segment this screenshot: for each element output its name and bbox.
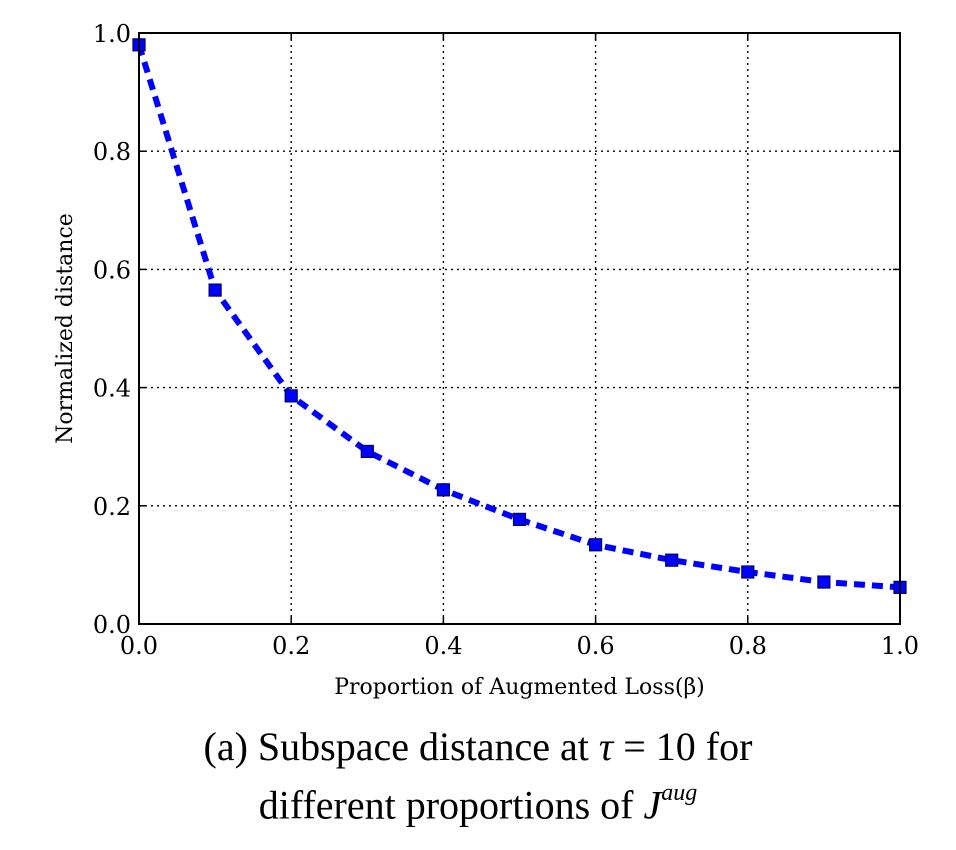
y-tick-label: 1.0 <box>93 20 131 48</box>
y-tick-label: 0.8 <box>93 138 131 166</box>
y-tick-label: 0.4 <box>93 375 131 403</box>
y-axis-label: Normalized distance <box>53 213 78 444</box>
data-point-marker <box>817 575 831 589</box>
y-tick-label: 0.6 <box>93 256 131 284</box>
data-point-marker <box>208 283 222 297</box>
caption-text-2: different proportions of <box>258 782 644 828</box>
plot-frame <box>138 32 901 625</box>
data-point-marker <box>360 444 374 459</box>
caption-text-1: (a) Subspace distance at <box>203 724 599 769</box>
x-tick-label: 0.0 <box>120 632 158 660</box>
x-tick-label: 1.0 <box>881 632 919 660</box>
caption-aug: aug <box>661 780 698 806</box>
caption-equals: = 10 for <box>613 724 753 769</box>
data-point-marker <box>512 512 527 526</box>
x-tick-label: 0.4 <box>424 632 462 660</box>
x-tick-label: 0.8 <box>729 632 767 660</box>
data-point-marker <box>436 483 450 497</box>
y-tick-label: 0.0 <box>93 611 131 639</box>
caption-line-2: different proportions of Jaug <box>0 772 956 830</box>
x-tick-label: 0.6 <box>577 632 615 660</box>
caption-j: J <box>643 782 662 828</box>
chart: 0.0 0.2 0.4 0.6 0.8 1.0 0.0 0.2 0.4 0.6 0.8 1.0 Pro… <box>53 20 919 700</box>
caption-line-1: (a) Subspace distance at τ = 10 for <box>0 722 956 772</box>
y-tick-label: 0.2 <box>93 493 131 521</box>
x-tick-label: 0.2 <box>272 632 310 660</box>
ticks: 0.0 0.2 0.4 0.6 0.8 1.0 0.0 0.2 0.4 0.6 0.8 1.0 <box>93 20 919 660</box>
caption-tau: τ <box>598 724 614 769</box>
figure-caption: (a) Subspace distance at τ = 10 for diff… <box>0 722 956 830</box>
data-point-marker <box>741 565 755 579</box>
series-layer <box>132 38 907 594</box>
data-point-marker <box>284 389 298 403</box>
grid <box>139 33 900 624</box>
x-axis-label: Proportion of Augmented Loss(β) <box>334 675 705 700</box>
data-point-marker <box>665 553 679 567</box>
data-point-marker <box>588 538 603 552</box>
